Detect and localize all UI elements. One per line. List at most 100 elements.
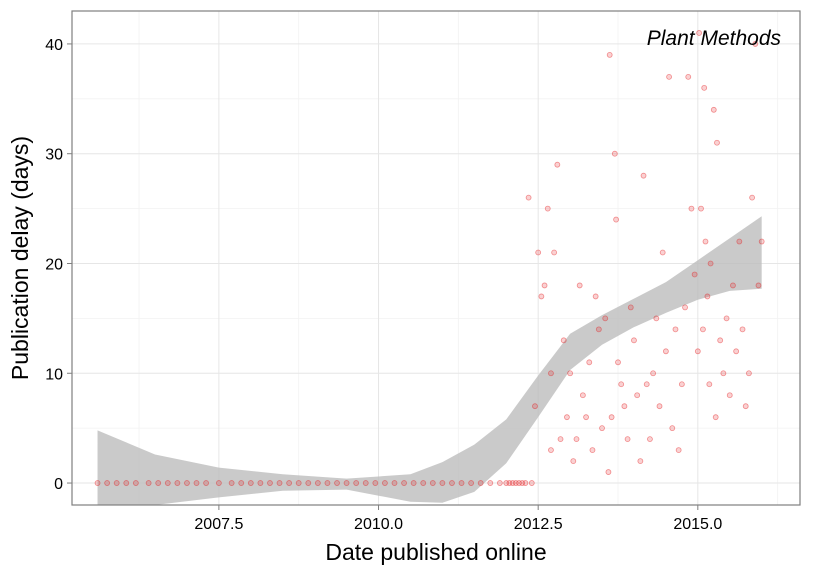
data-point	[710, 106, 717, 113]
data-point	[145, 480, 152, 486]
data-point	[698, 205, 704, 212]
data-point	[155, 480, 162, 486]
data-point	[608, 414, 615, 421]
data-point	[576, 282, 583, 289]
data-point	[682, 304, 688, 311]
data-point	[429, 480, 436, 486]
data-point	[579, 392, 586, 399]
data-point	[618, 381, 625, 388]
data-point	[525, 194, 532, 201]
data-point	[602, 315, 609, 322]
data-point	[595, 326, 602, 333]
data-point	[570, 458, 577, 464]
data-point	[640, 172, 647, 179]
data-point	[606, 52, 613, 58]
data-point	[267, 480, 273, 486]
y-axis-title: Publication delay (days)	[7, 136, 33, 380]
data-point	[305, 480, 312, 486]
data-point	[678, 381, 685, 388]
data-point	[685, 73, 692, 80]
data-point	[712, 414, 719, 421]
data-point	[688, 205, 695, 212]
data-point	[215, 480, 222, 486]
data-point	[324, 480, 331, 486]
y-tick-label: 10	[45, 366, 63, 383]
data-point	[730, 282, 736, 289]
data-point	[706, 381, 713, 388]
data-point	[701, 84, 708, 91]
data-point	[586, 359, 593, 366]
data-point	[653, 315, 660, 322]
data-point	[723, 315, 730, 322]
y-tick-label: 40	[45, 37, 63, 54]
data-point	[391, 480, 398, 486]
data-point	[503, 480, 510, 486]
y-axis-ticks: 0 10 20 30 40	[45, 37, 72, 493]
data-point	[506, 480, 513, 486]
data-point	[132, 480, 139, 486]
x-tick-label: 2010.0	[354, 516, 403, 533]
data-point	[583, 414, 589, 421]
data-point	[458, 480, 465, 486]
data-point	[669, 425, 676, 432]
data-point	[184, 480, 190, 486]
data-point	[726, 392, 733, 399]
data-point	[742, 403, 749, 410]
data-point	[362, 480, 369, 486]
data-point	[522, 480, 529, 486]
data-point	[295, 480, 302, 486]
data-point	[634, 392, 641, 399]
data-point	[257, 480, 264, 486]
data-point	[353, 480, 360, 486]
data-point	[704, 293, 711, 300]
plot-border	[71, 10, 801, 506]
data-point	[512, 480, 519, 486]
data-point	[544, 205, 551, 212]
x-tick-label: 2012.5	[514, 516, 563, 533]
data-point	[611, 150, 618, 157]
data-point	[94, 480, 101, 486]
data-point	[286, 480, 293, 486]
data-point	[477, 480, 484, 486]
y-tick-label: 20	[45, 256, 63, 273]
data-point	[247, 480, 254, 486]
x-tick-label: 2015.0	[673, 516, 722, 533]
data-point	[410, 480, 417, 486]
x-axis-title: Date published online	[325, 539, 546, 565]
data-point	[468, 480, 475, 486]
data-point	[193, 480, 200, 486]
data-point	[314, 480, 321, 486]
y-tick-label: 30	[45, 147, 63, 164]
data-point	[624, 436, 631, 443]
data-point	[203, 480, 210, 486]
data-point	[343, 480, 350, 486]
data-point	[538, 293, 545, 300]
data-point	[627, 304, 634, 311]
x-axis-ticks: 2007.5 2010.0 2012.5 2015.0	[194, 505, 722, 533]
data-point	[548, 447, 554, 454]
data-point	[449, 480, 455, 486]
data-point	[675, 447, 682, 454]
data-point	[238, 480, 245, 486]
data-point	[700, 326, 706, 333]
data-point	[643, 381, 650, 388]
data-point	[720, 370, 727, 377]
data-point	[696, 30, 703, 36]
data-point	[746, 370, 752, 377]
data-point	[535, 249, 542, 256]
data-point	[758, 238, 765, 245]
data-point	[605, 469, 612, 475]
data-point	[401, 480, 407, 486]
data-point	[334, 480, 340, 486]
data-point	[592, 293, 599, 300]
data-point	[567, 370, 574, 377]
data-point	[123, 480, 130, 486]
y-tick-label: 0	[54, 476, 63, 493]
data-point	[621, 403, 628, 410]
data-point	[749, 194, 756, 201]
data-point	[736, 238, 743, 245]
data-point	[599, 425, 605, 432]
data-point	[564, 414, 570, 421]
data-point	[589, 447, 596, 454]
data-point	[694, 348, 701, 355]
